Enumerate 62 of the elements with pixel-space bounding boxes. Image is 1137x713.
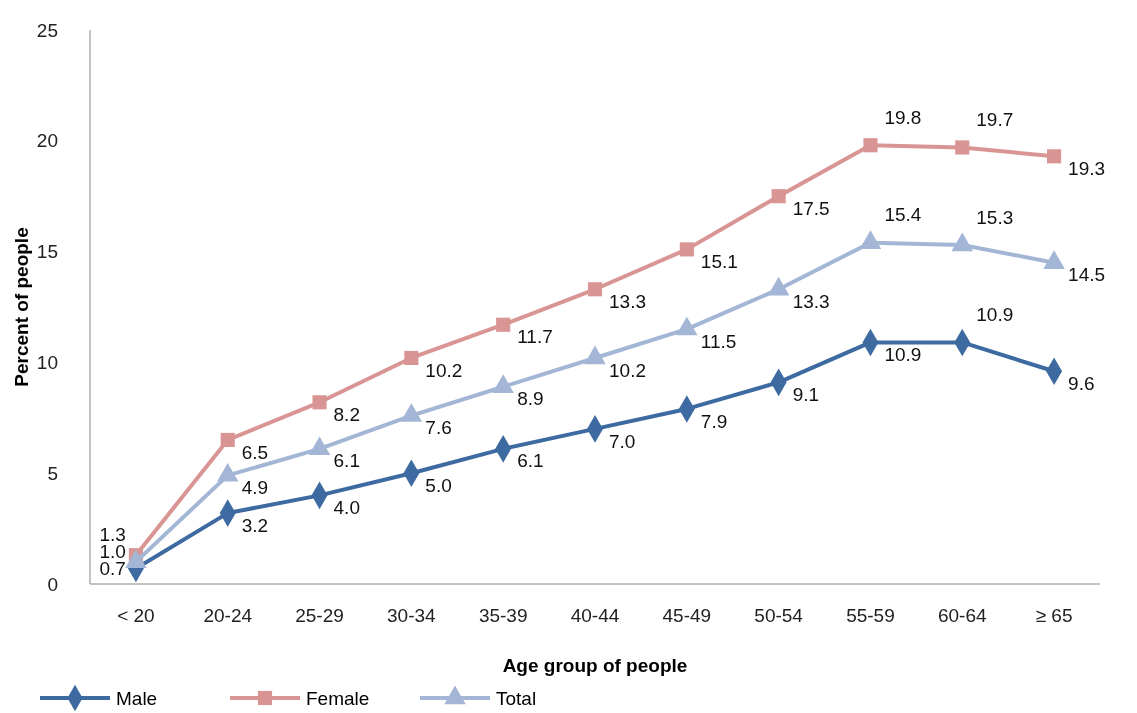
point [863,138,878,153]
data-label: 15.4 [884,204,922,226]
data-label: 17.5 [792,197,830,219]
point [1047,149,1062,164]
legend-label: Female [306,688,370,709]
point [496,317,511,332]
data-label: 9.1 [792,383,820,405]
legend-label: Male [116,688,158,709]
data-label: 19.3 [1068,157,1106,179]
point [771,189,786,204]
point [679,242,694,257]
point [220,432,235,448]
data-label: 7.6 [425,417,452,439]
data-label: 14.5 [1068,264,1106,286]
data-label: 3.2 [241,514,269,536]
y-tick-label: 0 [47,573,58,595]
x-tick-label: 30-34 [387,605,437,626]
data-label: 13.3 [609,290,646,312]
data-label: 13.3 [792,290,830,312]
data-label: 4.9 [241,477,269,499]
x-tick-label: 35-39 [478,605,528,626]
data-label: 6.5 [241,441,269,463]
x-tick-label: 50-54 [754,605,804,626]
data-label: 10.9 [884,344,922,366]
y-axis-title: Percent of people [11,227,32,387]
x-axis-title: Age group of people [502,655,688,676]
data-label: 7.0 [609,430,636,452]
data-label: 19.8 [884,106,922,128]
y-tick-label: 15 [36,241,58,263]
data-label: 15.1 [700,251,738,273]
y-tick-label: 5 [47,462,58,484]
data-label: 19.7 [976,109,1014,131]
point [404,350,419,366]
data-label: 15.3 [976,206,1014,228]
data-label: 8.2 [333,403,360,425]
data-label: 7.9 [700,410,728,432]
x-tick-label: 45-49 [662,605,712,626]
data-label: 4.0 [333,497,360,519]
point [587,282,603,297]
data-label: 10.2 [425,359,463,381]
data-label: 8.9 [517,388,544,410]
data-label: 5.0 [425,474,452,496]
x-tick-label: < 20 [117,605,155,626]
data-label: 9.6 [1068,372,1095,394]
point [955,140,970,155]
y-tick-label: 20 [36,130,58,152]
x-tick-label: ≥ 65 [1035,605,1073,626]
x-tick-label: 60-64 [937,605,987,626]
y-tick-label: 10 [36,352,58,374]
x-tick-label: 20-24 [203,605,253,626]
data-label: 6.1 [333,450,360,472]
data-label: 10.9 [976,304,1014,326]
data-label: 6.1 [517,450,544,472]
x-tick-label: 25-29 [295,605,344,626]
y-tick-label: 25 [36,19,58,41]
legend-label: Total [496,688,537,709]
data-label: 10.2 [609,359,646,381]
data-label: 11.5 [700,330,737,352]
data-label: 11.7 [517,326,553,348]
x-tick-label: 55-59 [846,605,895,626]
x-tick-label: 40-44 [570,605,620,626]
point [312,395,327,410]
